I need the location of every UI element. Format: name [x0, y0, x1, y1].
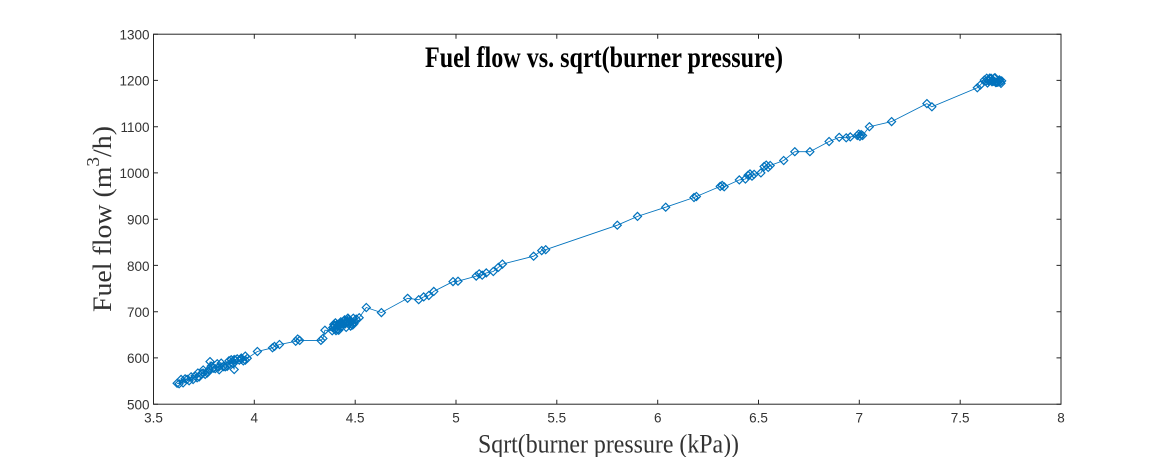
- svg-text:4.5: 4.5: [346, 411, 365, 426]
- svg-text:1000: 1000: [119, 166, 149, 181]
- svg-text:Sqrt(burner pressure (kPa)): Sqrt(burner pressure (kPa)): [478, 430, 739, 458]
- svg-text:5: 5: [452, 411, 460, 426]
- svg-text:Fuel flow (m3/h): Fuel flow (m3/h): [83, 126, 117, 312]
- svg-text:1100: 1100: [120, 120, 149, 135]
- svg-text:600: 600: [127, 351, 150, 366]
- svg-text:500: 500: [127, 398, 150, 413]
- svg-text:Fuel flow vs. sqrt(burner pres: Fuel flow vs. sqrt(burner pressure): [425, 41, 783, 74]
- svg-text:900: 900: [127, 213, 150, 228]
- svg-text:6.5: 6.5: [749, 411, 768, 426]
- svg-text:7: 7: [856, 411, 864, 426]
- svg-text:700: 700: [127, 305, 150, 320]
- svg-text:6: 6: [654, 411, 662, 426]
- svg-text:4: 4: [251, 411, 259, 426]
- svg-text:1200: 1200: [119, 74, 149, 89]
- svg-text:5.5: 5.5: [547, 411, 566, 426]
- svg-text:3.5: 3.5: [144, 411, 163, 426]
- svg-text:800: 800: [127, 259, 150, 274]
- svg-text:8: 8: [1057, 411, 1065, 426]
- svg-text:7.5: 7.5: [951, 411, 970, 426]
- svg-text:1300: 1300: [119, 28, 149, 43]
